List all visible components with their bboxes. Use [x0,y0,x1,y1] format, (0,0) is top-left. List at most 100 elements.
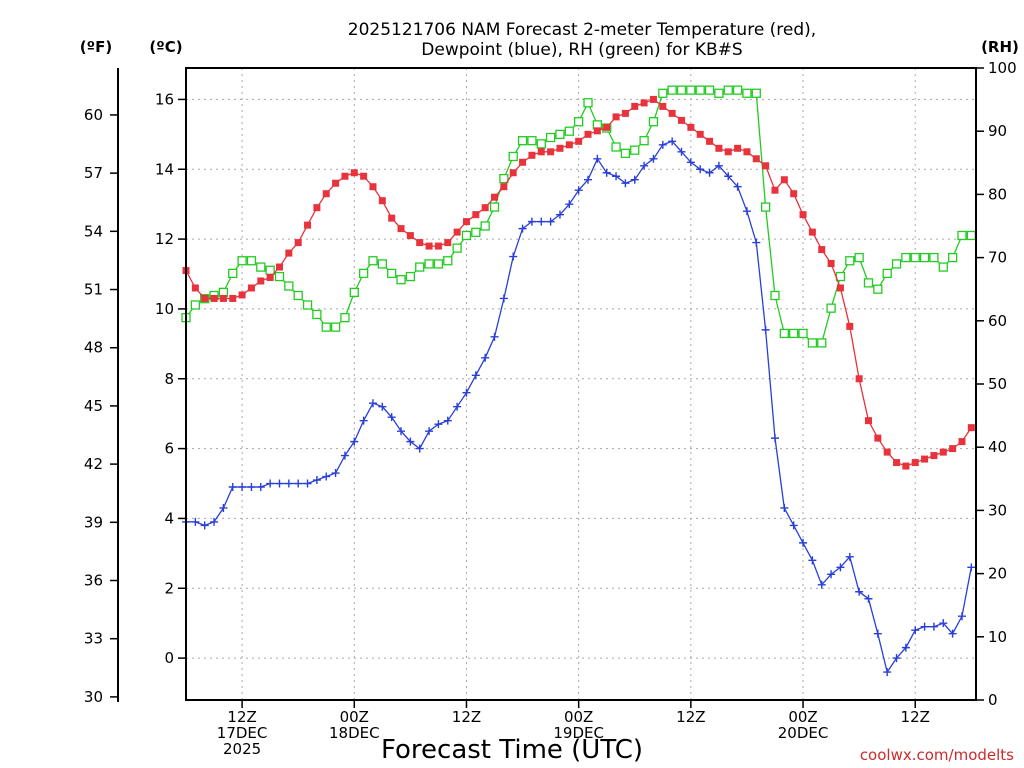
temperature-point [565,141,573,149]
dewpoint-point [602,168,611,177]
temperature-point [939,448,947,456]
temperature-point [724,148,732,156]
rh-point [368,256,378,266]
dewpoint-point [200,521,209,530]
dewpoint-point [686,158,695,167]
dewpoint-point [294,479,303,488]
rh-point [929,252,939,263]
time-tick-label: 12Z [676,708,705,726]
dewpoint-point [836,563,845,572]
celsius-unit-label: (ºC) [149,38,182,56]
dewpoint-point [546,217,555,226]
fahrenheit-tick-label: 60 [84,106,103,124]
dewpoint-point [210,517,219,526]
temperature-point [864,417,872,425]
chart-title-line-1: 2025121706 NAM Forecast 2-meter Temperat… [348,20,816,40]
rh-point [938,262,948,272]
temperature-point [584,130,592,138]
dewpoint-point [929,622,938,631]
temperature-point [958,438,966,446]
temperature-point [350,169,358,177]
rh-point [471,227,481,237]
rh-point [714,88,724,98]
rh-point [826,303,836,313]
temperature-point [453,228,461,236]
dewpoint-point [350,437,359,446]
rh-point [686,85,696,95]
temperature-point [827,260,835,268]
x-axis-label: Forecast Time (UTC) [381,735,643,765]
temperature-point [285,249,293,257]
temperature-point [818,246,826,254]
dewpoint-point [733,182,742,191]
rh-point [564,126,574,136]
temperature-point [397,225,405,233]
dewpoint-point [191,517,200,526]
temperature-point [257,277,265,285]
dewpoint-point [340,451,349,460]
rh-point [854,252,864,263]
temperature-point [444,239,452,247]
dewpoint-point [752,238,761,247]
fahrenheit-tick-label: 54 [84,222,103,240]
rh-point [760,202,771,212]
rh-point [789,328,799,339]
rh-tick-label: 60 [988,312,1007,330]
temperature-point [883,448,891,456]
dewpoint-point [256,483,265,492]
temperature-point [855,375,863,383]
rh-point [349,287,359,298]
temperature-point [191,284,199,292]
dewpoint-point [509,252,518,261]
rh-point [910,252,920,263]
dewpoint-point [397,427,406,436]
fahrenheit-tick-label: 45 [84,397,103,415]
time-tick-label: 2025 [223,740,261,758]
dewpoint-point [621,179,630,188]
dewpoint-point [705,168,714,177]
credit-text: coolwx.com/modelts [860,746,1014,764]
rh-tick-label: 50 [988,375,1007,393]
dewpoint-point [312,476,321,485]
rh-point [340,312,350,323]
temperature-point [547,148,555,156]
temperature-point [275,263,283,271]
rh-point [508,151,518,162]
rh-point [499,173,509,184]
time-tick-label: 00Z [564,708,593,726]
temperature-point [967,424,975,432]
fahrenheit-tick-label: 30 [84,688,103,706]
rh-point [396,275,406,285]
dewpoint-point [855,587,864,596]
rh-point [424,259,434,269]
rh-tick-label: 70 [988,249,1007,267]
dewpoint-point [770,434,779,443]
time-tick-label: 20DEC [778,724,829,742]
dewpoint-point [434,420,443,429]
rh-unit-label: (RH) [981,38,1019,56]
dewpoint-point [789,521,798,530]
dewpoint-point [518,224,527,233]
rh-point [807,338,818,348]
dewpoint-point [443,416,452,425]
rh-point [293,290,303,301]
dewpoint-point [827,570,836,579]
temperature-point [696,130,704,138]
dewpoint-line [186,140,972,674]
rh-point [676,85,687,95]
dewpoint-point [808,556,817,565]
temperature-point [266,274,274,282]
rh-point [433,259,444,269]
temperature-point [911,459,919,467]
rh-point [817,338,827,348]
temperature-point [949,445,957,453]
temperature-point [743,148,751,156]
dewpoint-point [481,353,490,362]
dewpoint-point [584,175,593,184]
fahrenheit-tick-label: 42 [84,455,103,473]
rh-point [704,85,715,95]
temperature-point [472,211,480,219]
dewpoint-point [892,654,901,663]
dewpoint-point [883,668,892,677]
rh-point [405,271,416,282]
